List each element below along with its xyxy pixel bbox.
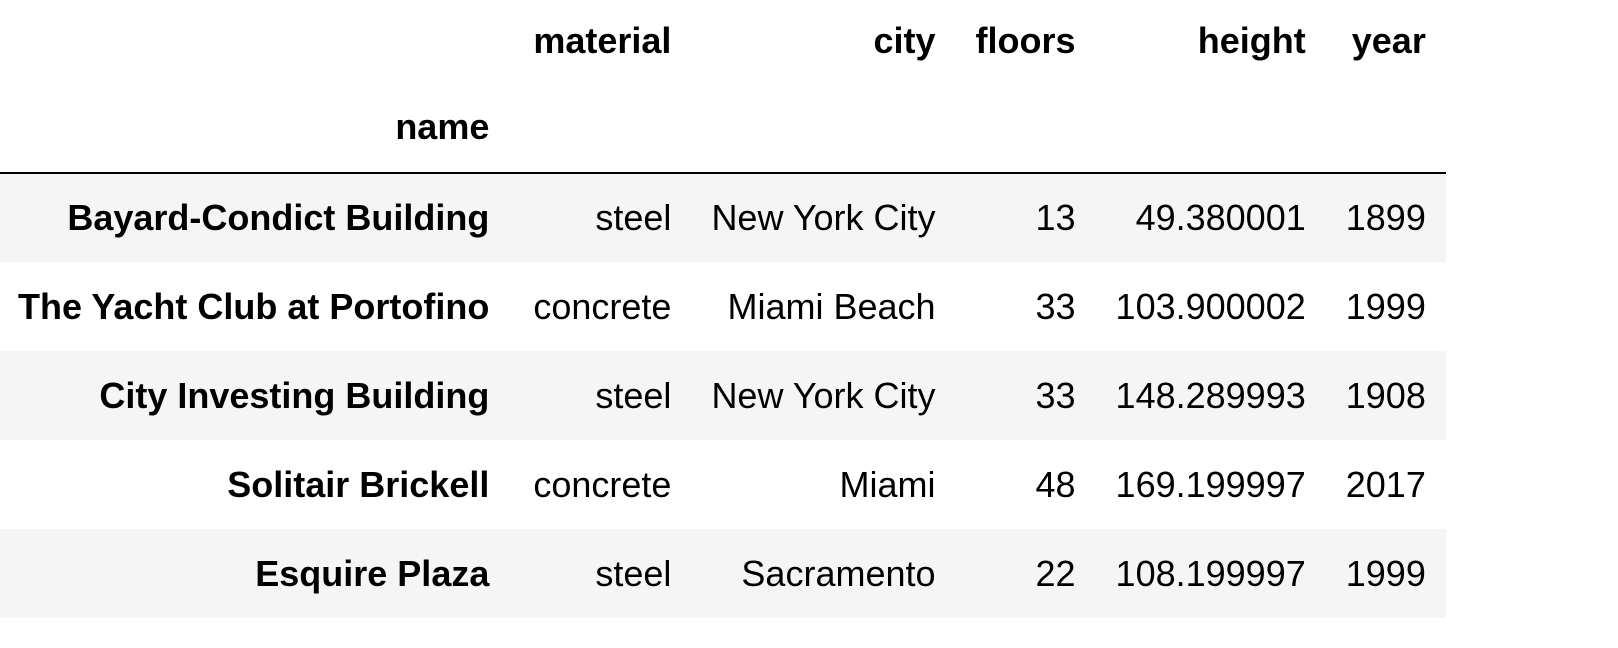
column-header-city: city — [873, 20, 936, 61]
empty-header-cell — [1326, 82, 1446, 173]
cell-city: New York City — [689, 172, 956, 262]
column-header-floors: floors — [975, 20, 1076, 61]
cell-height: 103.900002 — [1115, 285, 1306, 327]
cell-year: 1999 — [1345, 285, 1426, 327]
cell-height: 148.289993 — [1115, 374, 1306, 416]
table-row: Bayard-Condict Building steel New York C… — [0, 172, 1446, 262]
cell-material: concrete — [533, 463, 672, 505]
cell-floors: 33 — [1035, 374, 1076, 416]
cell-floors: 48 — [1035, 463, 1076, 505]
empty-header-cell — [689, 82, 955, 173]
cell-material: steel — [595, 552, 672, 594]
cell-floors: 33 — [1035, 285, 1076, 327]
row-index-name: Esquire Plaza — [255, 552, 490, 594]
row-index-name: The Yacht Club at Portofino — [18, 285, 490, 327]
cell-city: Miami — [839, 463, 936, 505]
table-row: City Investing Building steel New York C… — [0, 351, 1446, 440]
empty-header-cell — [511, 82, 689, 173]
cell-city: Sacramento — [741, 552, 936, 594]
cell-year: 1999 — [1345, 552, 1426, 594]
empty-header-cell — [1096, 82, 1326, 173]
cell-city: New York City — [711, 374, 936, 416]
table-row: The Yacht Club at Portofino concrete Mia… — [0, 262, 1446, 351]
cell-city: Miami Beach — [727, 285, 936, 327]
table-body: Bayard-Condict Building steel New York C… — [0, 172, 1446, 618]
cell-floors: 22 — [1035, 552, 1076, 594]
table-row: Solitair Brickell concrete Miami 48 169.… — [0, 440, 1446, 529]
cell-material: concrete — [533, 285, 672, 327]
row-index-name: Bayard-Condict Building — [0, 172, 512, 262]
column-header-material: material — [533, 20, 672, 61]
cell-year: 1908 — [1345, 374, 1426, 416]
column-header-year: year — [1351, 20, 1426, 61]
cell-height: 49.380001 — [1095, 172, 1326, 262]
row-index-name: City Investing Building — [99, 374, 490, 416]
index-header-row: name — [0, 82, 1446, 173]
table-row: Esquire Plaza steel Sacramento 22 108.19… — [0, 529, 1446, 618]
index-name-header: name — [395, 106, 490, 147]
row-index-name: Solitair Brickell — [227, 463, 490, 505]
cell-height: 169.199997 — [1115, 463, 1306, 505]
column-header-row: material city floors height year — [0, 0, 1446, 82]
table-header: material city floors height year name — [0, 0, 1446, 173]
column-header-height: height — [1197, 20, 1306, 61]
cell-year: 1899 — [1325, 172, 1446, 262]
dataframe-table: material city floors height year name Ba… — [0, 0, 1446, 618]
index-corner-cell — [0, 0, 511, 82]
cell-year: 2017 — [1345, 463, 1426, 505]
empty-header-cell — [956, 82, 1096, 173]
cell-floors: 13 — [955, 172, 1096, 262]
cell-material: steel — [595, 374, 672, 416]
cell-material: steel — [511, 172, 690, 262]
cell-height: 108.199997 — [1115, 552, 1306, 594]
